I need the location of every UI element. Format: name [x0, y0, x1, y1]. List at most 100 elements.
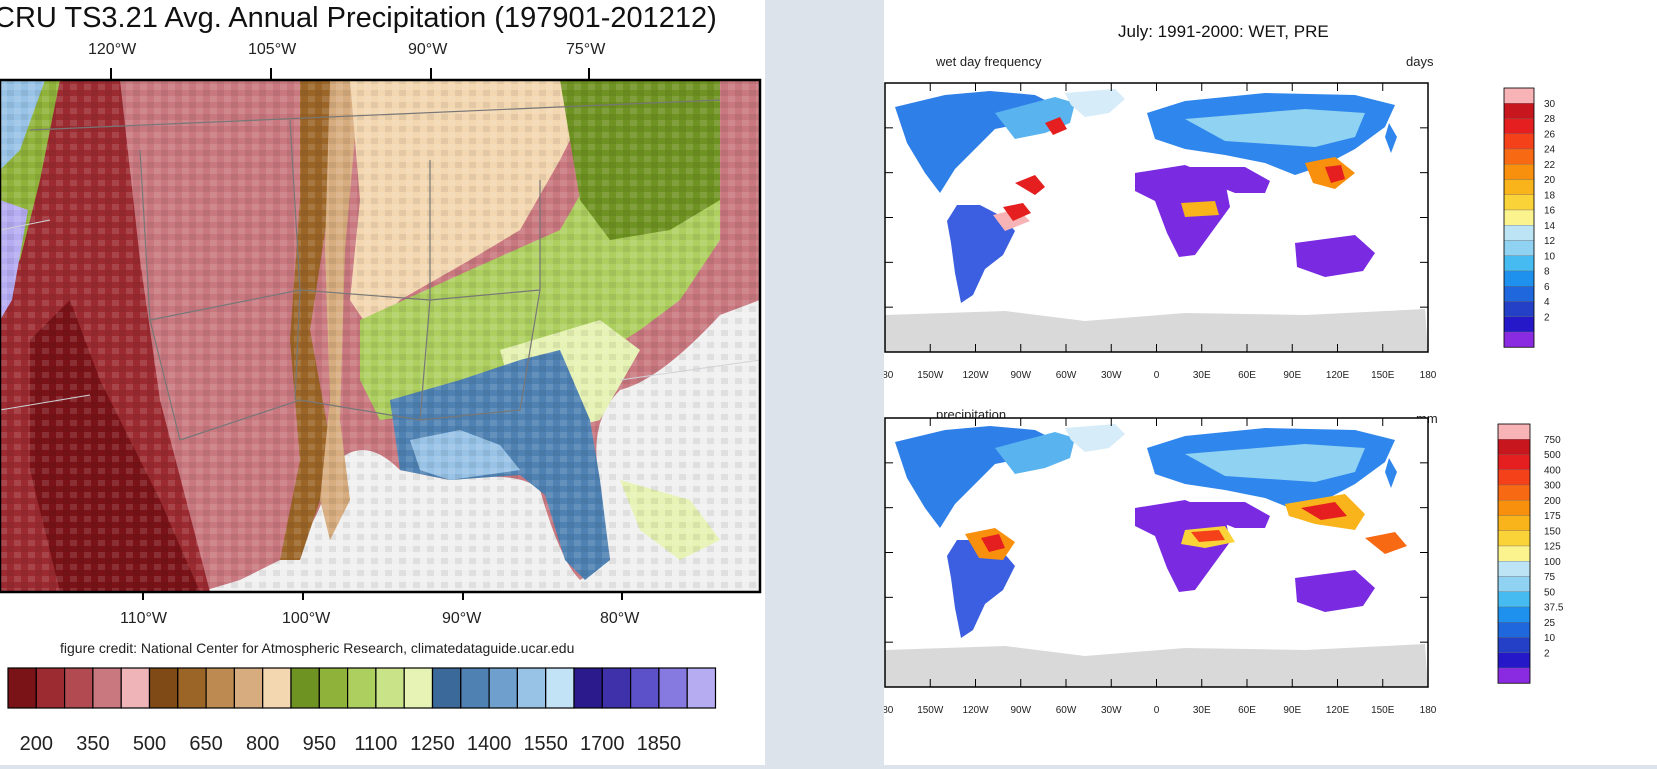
top-lon-label-3: 90°W — [408, 41, 448, 58]
lon-label: 60E — [1238, 705, 1256, 716]
us-colorbar: 200 350 500 650 800 950 1100 1250 1400 1550 1700 18… — [7, 667, 717, 755]
lon-label: 30E — [1193, 705, 1211, 716]
us-colorbar-swatch — [262, 667, 292, 709]
global-colorbar-swatch — [1503, 270, 1535, 287]
us-colorbar-label: 1550 — [523, 733, 568, 755]
global-colorbar-swatch — [1503, 301, 1535, 317]
lon-label: 180 — [884, 370, 894, 381]
global-colorbar-label: 16 — [1544, 206, 1556, 217]
us-colorbar-label: 1100 — [354, 733, 397, 755]
global-colorbar-swatch — [1497, 423, 1531, 440]
global-colorbar-swatch — [1503, 87, 1535, 104]
us-colorbar-label: 200 — [20, 733, 53, 755]
global-colorbar-label: 150 — [1544, 526, 1561, 537]
global-colorbar-swatch — [1503, 103, 1535, 119]
global-colorbar-swatch — [1503, 133, 1535, 150]
figure-credit: figure credit: National Center for Atmos… — [60, 640, 575, 656]
global-colorbar-swatch — [1497, 576, 1531, 592]
global-colorbar-swatch — [1503, 331, 1535, 348]
lon-label: 0 — [1154, 705, 1160, 716]
global-colorbar-swatch — [1497, 500, 1531, 516]
global-colorbar-label: 200 — [1544, 496, 1561, 507]
us-colorbar-swatch — [573, 667, 603, 709]
global-colorbar-swatch — [1497, 545, 1531, 562]
lon-label: 30W — [1101, 705, 1122, 716]
us-colorbar-swatch — [205, 667, 236, 709]
global-colorbar-label: 2 — [1544, 312, 1550, 323]
global-colorbar-label: 28 — [1544, 114, 1556, 125]
us-colorbar-swatch — [488, 667, 519, 709]
global-colorbar-label: 175 — [1544, 511, 1561, 522]
global-colorbar-label: 300 — [1544, 481, 1561, 492]
global-colorbar-label: 24 — [1544, 145, 1556, 156]
us-colorbar-label: 500 — [133, 733, 166, 755]
global-colorbar-swatch — [1497, 606, 1531, 623]
global-colorbar-label: 50 — [1544, 587, 1556, 598]
global-figure-title: July: 1991-2000: WET, PRE — [1118, 22, 1329, 41]
lon-label: 0 — [1154, 370, 1160, 381]
global-colorbar-swatch — [1503, 286, 1535, 302]
global-colorbar-label: 10 — [1544, 251, 1556, 262]
global-colorbar-swatch — [1497, 637, 1531, 653]
us-colorbar-swatch — [658, 667, 688, 709]
global-maps: 90N60N30N030S60S90S180150W120W90W60W30W0… — [884, 82, 1564, 716]
us-colorbar-label: 800 — [246, 733, 279, 755]
lon-label: 60E — [1238, 370, 1256, 381]
us-colorbar-swatch — [35, 667, 66, 709]
global-colorbar-label: 125 — [1544, 542, 1561, 553]
lon-label: 90E — [1283, 370, 1301, 381]
global-colorbar-label: 26 — [1544, 129, 1556, 140]
global-colorbar-label: 20 — [1544, 175, 1556, 186]
us-colorbar-swatch — [290, 667, 320, 709]
bottom-lon-label-3: 90°W — [442, 610, 482, 627]
global-wet-pre-figure: July: 1991-2000: WET, PRE wet day freque… — [884, 0, 1657, 765]
global-colorbar-swatch — [1503, 209, 1535, 226]
lon-label: 150W — [917, 705, 944, 716]
us-colorbar-label: 1400 — [467, 733, 512, 755]
global-colorbar-label: 750 — [1544, 435, 1561, 446]
lon-label: 120W — [962, 370, 989, 381]
lon-label: 150E — [1371, 370, 1395, 381]
global-colorbar-swatch — [1497, 484, 1531, 501]
us-colorbar-swatch — [318, 667, 349, 709]
global-colorbar-swatch — [1497, 622, 1531, 638]
lon-label: 90W — [1010, 370, 1031, 381]
global-colorbar-label: 6 — [1544, 282, 1550, 293]
lon-label: 60W — [1056, 370, 1077, 381]
global-colorbar-swatch — [1503, 240, 1535, 256]
us-colorbar-label: 1700 — [580, 733, 625, 755]
us-colorbar-swatch — [516, 667, 547, 709]
global-colorbar-swatch — [1497, 439, 1531, 455]
global-colorbar-swatch — [1503, 179, 1535, 195]
us-colorbar-swatch — [629, 667, 660, 709]
global-colorbar-swatch — [1503, 164, 1535, 180]
global-colorbar-swatch — [1503, 148, 1535, 165]
global-colorbar-label: 75 — [1544, 572, 1556, 583]
us-colorbar-label: 1850 — [637, 733, 682, 755]
global-colorbar-label: 100 — [1544, 557, 1561, 568]
global-colorbar-swatch — [1497, 515, 1531, 531]
us-colorbar-swatch — [545, 667, 575, 709]
us-colorbar-swatch — [177, 667, 207, 709]
global-colorbar-label: 2 — [1544, 648, 1550, 659]
lon-label: 150W — [917, 370, 944, 381]
us-precip-figure: CRU TS3.21 Avg. Annual Precipitation (19… — [0, 0, 765, 765]
us-colorbar-label: 950 — [303, 733, 336, 755]
us-map-title: CRU TS3.21 Avg. Annual Precipitation (19… — [0, 2, 717, 34]
us-precip-map — [0, 68, 762, 600]
top-lon-label-4: 75°W — [566, 41, 606, 58]
global-colorbar-swatch — [1497, 469, 1531, 486]
us-colorbar-swatch — [148, 667, 179, 709]
lon-label: 180 — [884, 705, 894, 716]
global-colorbar-swatch — [1497, 667, 1531, 684]
us-colorbar-swatch — [403, 667, 434, 709]
us-colorbar-swatch — [63, 667, 94, 709]
global-colorbar-label: 10 — [1544, 633, 1556, 644]
global-colorbar-swatch — [1503, 255, 1535, 272]
global-colorbar-swatch — [1503, 316, 1535, 333]
lon-label: 60W — [1056, 705, 1077, 716]
us-colorbar-swatch — [347, 667, 377, 709]
us-colorbar-swatch — [233, 667, 264, 709]
lon-label: 150E — [1371, 705, 1395, 716]
us-colorbar-label: 1250 — [410, 733, 455, 755]
